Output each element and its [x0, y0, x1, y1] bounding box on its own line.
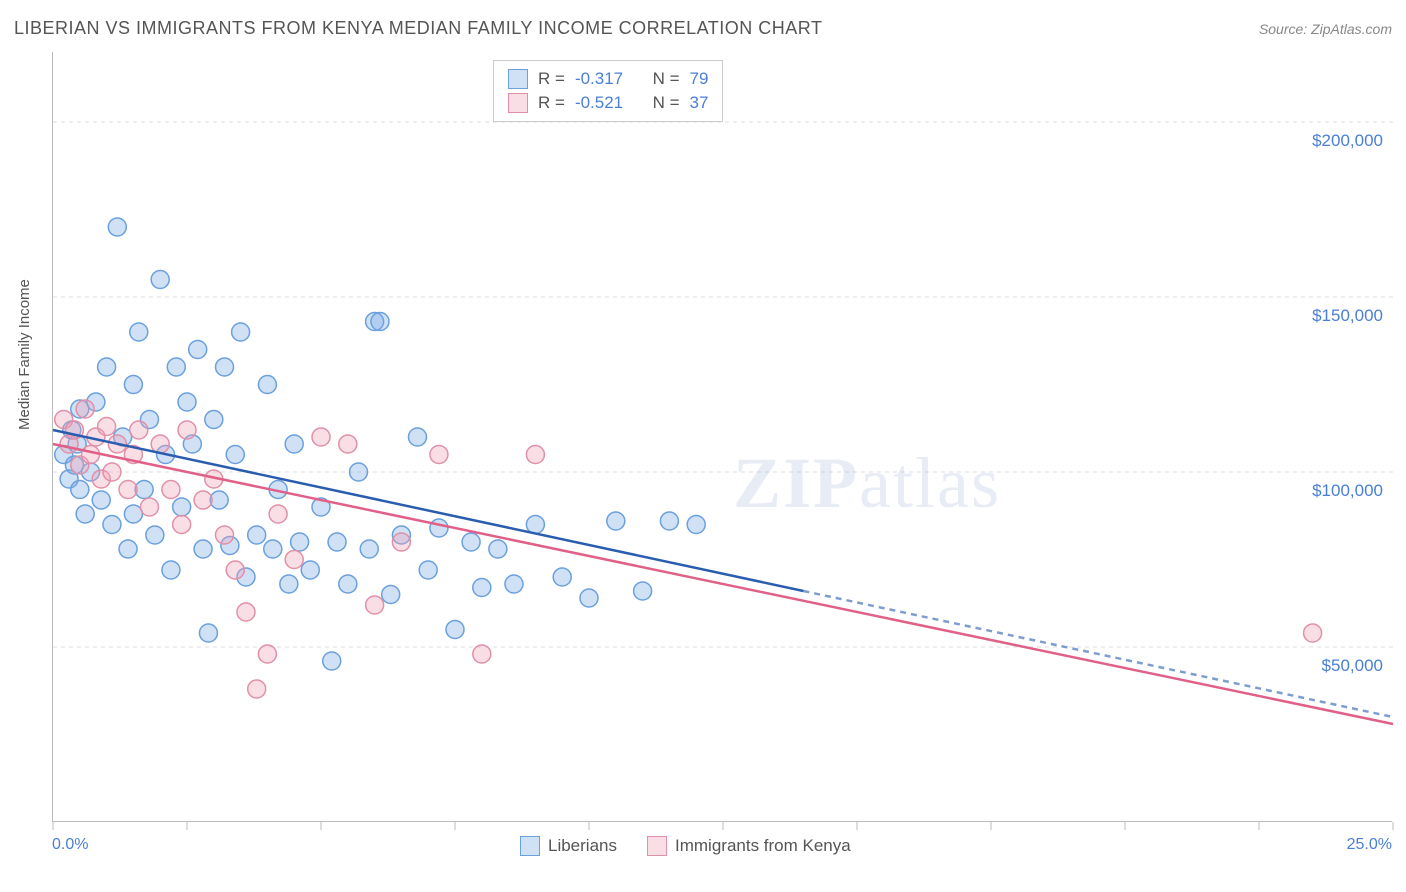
r-value-series2: -0.521	[575, 93, 623, 113]
svg-text:$50,000: $50,000	[1322, 656, 1383, 675]
chart-svg: $50,000 $100,000 $150,000 $200,000	[53, 52, 1392, 821]
n-value-series2: 37	[690, 93, 709, 113]
r-value-series1: -0.317	[575, 69, 623, 89]
r-label: R =	[538, 93, 565, 113]
legend-label-series2: Immigrants from Kenya	[675, 836, 851, 856]
n-label: N =	[653, 69, 680, 89]
correlation-stats-box: R = -0.317 N = 79 R = -0.521 N = 37	[493, 60, 723, 122]
legend-label-series1: Liberians	[548, 836, 617, 856]
svg-text:$150,000: $150,000	[1312, 306, 1383, 325]
svg-text:$200,000: $200,000	[1312, 131, 1383, 150]
stats-swatch-series2	[508, 93, 528, 113]
chart-title: LIBERIAN VS IMMIGRANTS FROM KENYA MEDIAN…	[14, 18, 822, 39]
r-label: R =	[538, 69, 565, 89]
legend-swatch-series1	[520, 836, 540, 856]
chart-header: LIBERIAN VS IMMIGRANTS FROM KENYA MEDIAN…	[14, 18, 1392, 39]
y-axis-label: Median Family Income	[16, 279, 33, 430]
legend-item-series1: Liberians	[520, 836, 617, 856]
legend-item-series2: Immigrants from Kenya	[647, 836, 851, 856]
stats-row-series1: R = -0.317 N = 79	[508, 67, 708, 91]
stats-row-series2: R = -0.521 N = 37	[508, 91, 708, 115]
svg-text:$100,000: $100,000	[1312, 481, 1383, 500]
n-label: N =	[653, 93, 680, 113]
plot-area: $50,000 $100,000 $150,000 $200,000 R = -0.3…	[52, 52, 1392, 822]
n-value-series1: 79	[690, 69, 709, 89]
source-attribution: Source: ZipAtlas.com	[1259, 21, 1392, 37]
legend-swatch-series2	[647, 836, 667, 856]
x-axis-min-label: 0.0%	[52, 836, 88, 854]
stats-swatch-series1	[508, 69, 528, 89]
bottom-legend: Liberians Immigrants from Kenya	[520, 836, 851, 856]
x-axis-max-label: 25.0%	[1347, 836, 1392, 854]
